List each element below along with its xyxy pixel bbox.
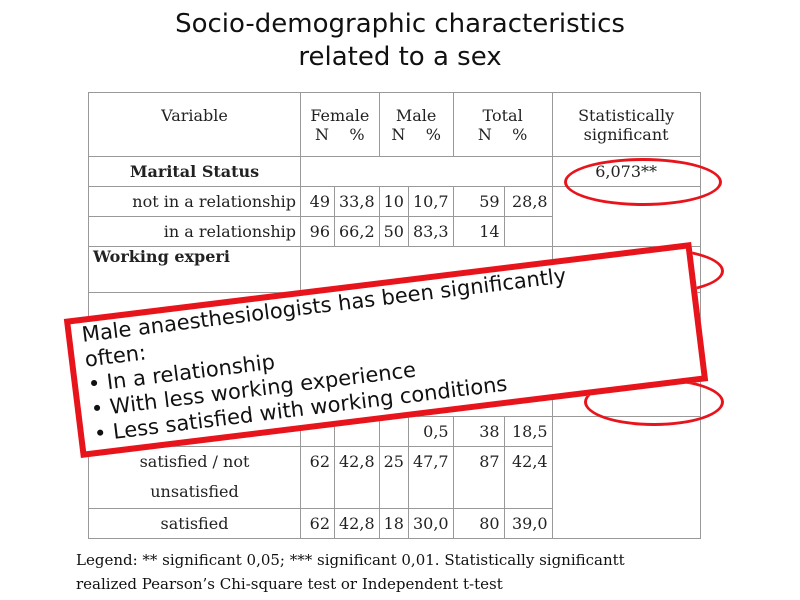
header-variable: Variable xyxy=(88,92,301,157)
cell xyxy=(378,416,409,447)
header-total-n: N xyxy=(477,124,492,144)
cell: 18 xyxy=(378,508,409,539)
cell: 96 xyxy=(300,216,335,247)
cell: 42,8 xyxy=(334,508,380,539)
cell: 62 xyxy=(300,446,335,509)
cell: 33,8 xyxy=(334,186,380,217)
header-male-n: N xyxy=(391,124,406,144)
cell: 62 xyxy=(300,508,335,539)
cell: 47,7 xyxy=(407,446,454,509)
page-title: Socio-demographic characteristics relate… xyxy=(0,8,800,74)
cell: 10,7 xyxy=(407,186,454,217)
legend-line-1: Legend: ** significant 0,05; *** signifi… xyxy=(76,551,625,569)
header-stat: Statistically significant xyxy=(551,92,701,157)
cell: 0,5 xyxy=(407,416,454,447)
cell xyxy=(503,216,553,247)
legend-line-2: realized Pearson’s Chi-square test or In… xyxy=(76,575,503,593)
row-label: not in a relationship xyxy=(88,186,301,217)
title-line-1: Socio-demographic characteristics xyxy=(175,9,625,39)
cell: 25 xyxy=(378,446,409,509)
cell: 80 xyxy=(452,508,505,539)
title-line-2: related to a sex xyxy=(298,42,502,72)
row-label: satisfied / not unsatisfied xyxy=(88,446,301,509)
cell: 18,5 xyxy=(503,416,553,447)
cell: 59 xyxy=(452,186,505,217)
cell: 50 xyxy=(378,216,409,247)
section-marital-empty xyxy=(300,156,553,187)
cell: 14 xyxy=(452,216,505,247)
header-female: Female N % xyxy=(300,92,380,157)
header-total: Total N % xyxy=(452,92,553,157)
cell: 49 xyxy=(300,186,335,217)
legend: Legend: ** significant 0,05; *** signifi… xyxy=(76,548,776,596)
header-total-pct: % xyxy=(512,124,528,144)
row-label: satisfied xyxy=(88,508,301,539)
header-male-pct: % xyxy=(425,124,441,144)
cell: 42,4 xyxy=(503,446,553,509)
stat-empty xyxy=(551,416,701,539)
cell: 66,2 xyxy=(334,216,380,247)
header-female-pct: % xyxy=(349,124,365,144)
cell: 10 xyxy=(378,186,409,217)
cell: 39,0 xyxy=(503,508,553,539)
section-marital-status: Marital Status xyxy=(88,156,301,187)
section-working-experience: Working experi xyxy=(88,246,301,293)
cell: 38 xyxy=(452,416,505,447)
row-label: in a relationship xyxy=(88,216,301,247)
header-female-n: N xyxy=(315,124,330,144)
cell: 42,8 xyxy=(334,446,380,509)
cell: 28,8 xyxy=(503,186,553,217)
cell: 30,0 xyxy=(407,508,454,539)
header-male: Male N % xyxy=(378,92,454,157)
cell: 83,3 xyxy=(407,216,454,247)
cell: 87 xyxy=(452,446,505,509)
highlight-ellipse-1 xyxy=(564,158,722,206)
